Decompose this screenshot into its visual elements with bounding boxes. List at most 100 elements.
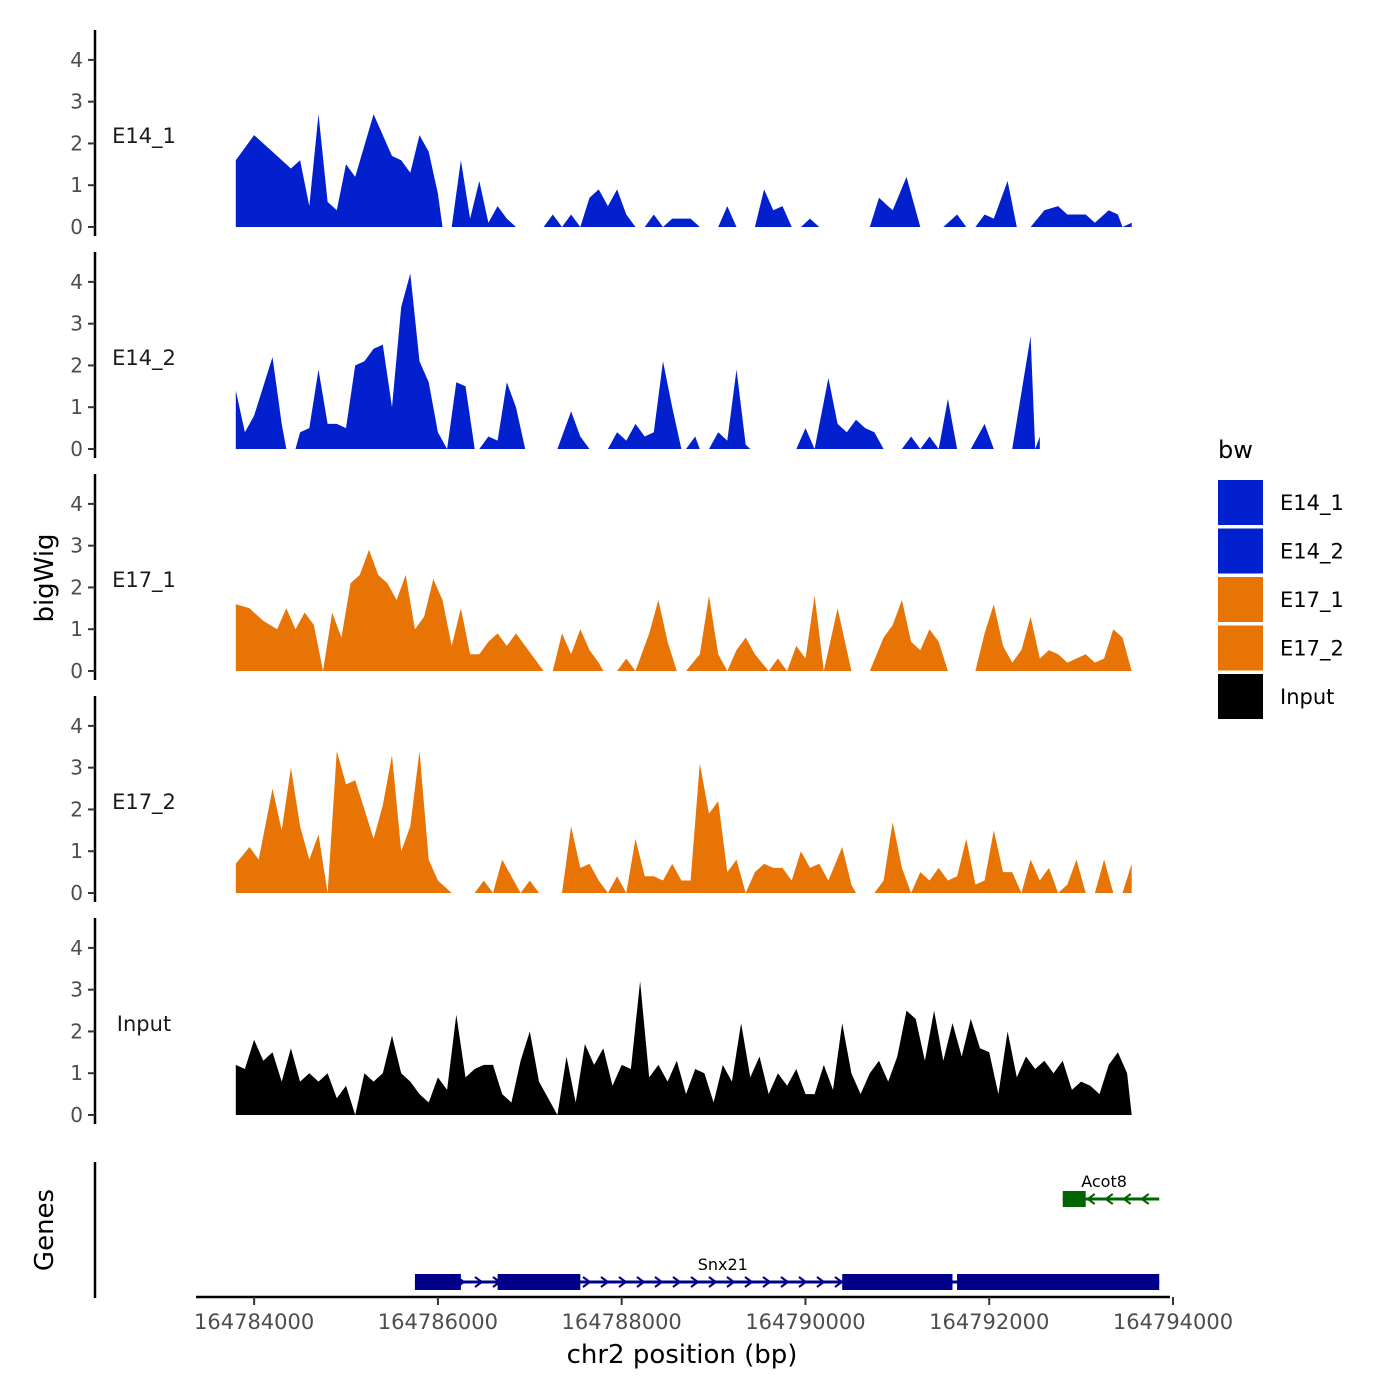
track-input: 0 1 2 3 4 Input: [70, 918, 1132, 1127]
x-tick-label: 164790000: [745, 1310, 865, 1334]
gene-exon: [497, 1274, 581, 1290]
track-e17-1: 0 1 2 3 4 E17_1: [70, 474, 1132, 683]
strand-arrow: [690, 1276, 700, 1288]
y-tick-label: 0: [70, 881, 83, 905]
strand-arrow: [474, 1276, 484, 1288]
strand-arrow: [798, 1276, 808, 1288]
y-axis-title: bigWig: [30, 533, 60, 622]
x-tick-label: 164788000: [562, 1310, 682, 1334]
y-tick-label: 3: [70, 534, 83, 558]
gene-models: Acot8 Snx21: [414, 1172, 1160, 1290]
legend-item-e14-1: E14_1: [1218, 480, 1344, 525]
legend-label: E17_2: [1280, 637, 1344, 662]
strand-arrow: [1140, 1193, 1150, 1205]
coverage-area-e14-1: [235, 114, 1132, 227]
legend-item-e17-2: E17_2: [1218, 625, 1344, 671]
strand-arrow: [726, 1276, 736, 1288]
track-label: E14_2: [112, 346, 176, 371]
y-tick-label: 2: [70, 575, 83, 599]
legend: bw E14_1 E14_2 E17_1 E17_2 Input: [1218, 436, 1344, 719]
strand-arrow: [816, 1276, 826, 1288]
track-label: Input: [117, 1012, 171, 1036]
strand-arrow: [834, 1276, 844, 1288]
y-tick-label: 4: [70, 936, 83, 960]
y-tick-label: 1: [70, 173, 83, 197]
x-tick-label: 164786000: [378, 1310, 498, 1334]
y-tick-label: 1: [70, 395, 83, 419]
legend-label: E14_1: [1280, 491, 1344, 516]
y-tick-label: 2: [70, 131, 83, 155]
y-tick-label: 4: [70, 48, 83, 72]
strand-arrow: [672, 1276, 682, 1288]
gene-exon: [1062, 1191, 1086, 1207]
legend-item-e17-1: E17_1: [1218, 577, 1344, 622]
y-tick-label: 2: [70, 353, 83, 377]
y-tick-label: 0: [70, 215, 83, 239]
strand-arrow: [1122, 1193, 1132, 1205]
y-tick-label: 0: [70, 437, 83, 461]
legend-label: Input: [1280, 685, 1334, 709]
y-tick-label: 3: [70, 978, 83, 1002]
strand-arrow: [708, 1276, 718, 1288]
coverage-area-e17-1: [235, 549, 1132, 671]
x-tick-label: 164794000: [1113, 1310, 1233, 1334]
track-label: E17_1: [112, 568, 176, 593]
x-tick-label: 164784000: [194, 1310, 314, 1334]
y-tick-label: 2: [70, 797, 83, 821]
legend-swatch: [1218, 577, 1263, 622]
strand-arrow: [654, 1276, 664, 1288]
strand-arrow: [744, 1276, 754, 1288]
x-axis-title: chr2 position (bp): [567, 1340, 798, 1370]
track-label: E17_2: [112, 790, 176, 815]
y-tick-label: 1: [70, 1061, 83, 1085]
gene-label: Acot8: [1081, 1172, 1127, 1191]
strand-arrow: [600, 1276, 610, 1288]
strand-arrow: [762, 1276, 772, 1288]
gene-exon: [414, 1274, 461, 1290]
y-tick-label: 0: [70, 659, 83, 683]
y-tick-label: 2: [70, 1019, 83, 1043]
legend-item-input: Input: [1218, 674, 1334, 719]
gene-label: Snx21: [698, 1255, 748, 1274]
legend-label: E17_1: [1280, 588, 1344, 613]
x-axis-ticks: 164784000 164786000 164788000 164790000 1647…: [194, 1297, 1233, 1334]
y-tick-label: 1: [70, 617, 83, 641]
y-tick-label: 3: [70, 312, 83, 336]
gene-exon: [842, 1274, 953, 1290]
coverage-tracks: 0 1 2 3 4 E14_1 0 1 2 3 4 E14_2 0 1 2 3 4 E17_1 0 1 2 3 4 E17_2…: [70, 30, 1132, 1127]
gene-exon: [957, 1274, 1160, 1290]
coverage-area-e17-2: [235, 751, 1132, 893]
genes-axis-title: Genes: [30, 1189, 60, 1271]
track-label: E14_1: [112, 124, 176, 149]
gene-acot8: Acot8: [1062, 1172, 1160, 1207]
strand-arrow: [1104, 1193, 1114, 1205]
y-tick-label: 3: [70, 756, 83, 780]
track-e17-2: 0 1 2 3 4 E17_2: [70, 696, 1132, 905]
strand-arrow: [780, 1276, 790, 1288]
coverage-area-e14-2: [235, 273, 1040, 449]
strand-arrow: [582, 1276, 592, 1288]
strand-arrow: [618, 1276, 628, 1288]
genes-panel: Genes Acot8 Snx21: [30, 1162, 1160, 1298]
y-tick-label: 4: [70, 270, 83, 294]
legend-title: bw: [1218, 436, 1253, 464]
legend-swatch: [1218, 674, 1263, 719]
legend-items: E14_1 E14_2 E17_1 E17_2 Input: [1218, 480, 1344, 719]
y-tick-label: 0: [70, 1103, 83, 1127]
y-tick-label: 4: [70, 714, 83, 738]
strand-arrow: [636, 1276, 646, 1288]
strand-arrow: [1086, 1193, 1096, 1205]
track-e14-1: 0 1 2 3 4 E14_1: [70, 30, 1132, 239]
y-tick-label: 4: [70, 492, 83, 516]
coverage-area-input: [235, 981, 1132, 1115]
gene-snx21: Snx21: [414, 1255, 1160, 1290]
legend-swatch: [1218, 625, 1263, 671]
y-tick-label: 1: [70, 839, 83, 863]
x-axis: 164784000 164786000 164788000 164790000 1647…: [194, 1295, 1233, 1370]
legend-label: E14_2: [1280, 540, 1344, 565]
track-e14-2: 0 1 2 3 4 E14_2: [70, 252, 1040, 461]
x-tick-label: 164792000: [929, 1310, 1049, 1334]
legend-swatch: [1218, 528, 1263, 574]
